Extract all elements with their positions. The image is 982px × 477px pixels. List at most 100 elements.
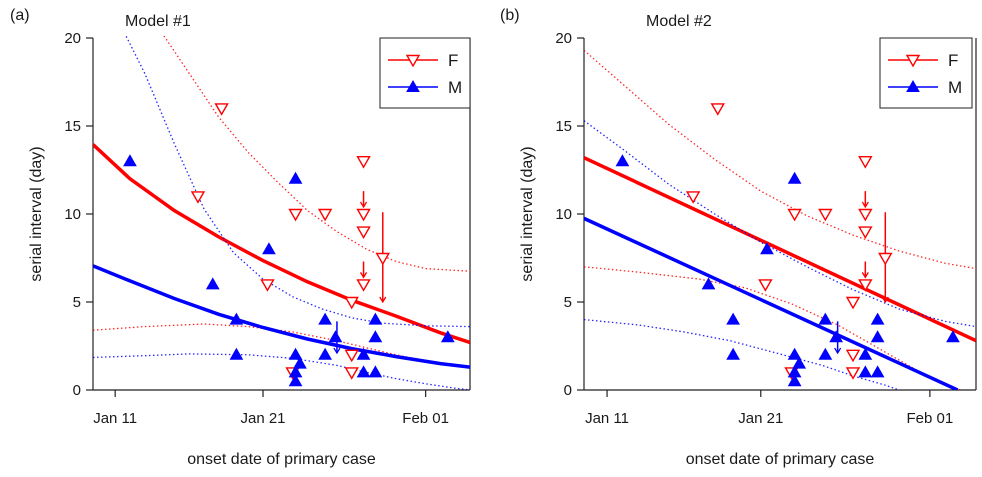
point-m [726,347,740,360]
point-f [858,279,873,292]
y-axis-title: serial interval (day) [519,146,536,281]
point-f [710,103,725,116]
point-f [356,279,371,292]
legend-label-f: F [448,51,458,70]
point-f [758,279,773,292]
legend-marker-m [406,79,420,92]
point-f [288,208,303,222]
point-f [375,252,390,266]
point-m [787,347,802,360]
point-m [870,312,885,325]
x-axis-title: onset date of primary case [686,451,875,468]
y-tick-label: 0 [73,382,81,399]
point-m [318,347,332,360]
arrow-head-m [333,347,341,355]
plot-area [93,36,470,390]
point-m [760,242,774,255]
point-f [845,296,861,310]
point-m [288,171,303,184]
x-tick-label: Jan 21 [738,410,783,427]
point-m [787,374,802,387]
point-m [262,242,276,255]
point-f [858,226,873,240]
point-m [356,347,371,360]
ci-upper-m [125,36,470,328]
arrow-head-f [861,272,869,279]
arrow-head-f [359,201,368,209]
x-tick-label: Jan 11 [585,410,629,427]
point-m [288,347,303,360]
point-m [328,330,343,343]
point-m [229,347,244,360]
point-f [845,367,861,380]
point-m [829,330,843,343]
legend: FM [879,37,973,109]
point-m [858,347,873,360]
point-m [701,277,716,290]
fit-line-m [93,264,470,369]
point-m [293,356,307,369]
arrow-head-f [359,272,368,279]
point-f [356,208,371,222]
fit-line-m [584,216,959,390]
y-tick-label: 5 [73,294,81,311]
point-f [818,208,833,222]
fit-line-f [584,156,976,343]
ci-upper-f [584,49,976,270]
point-m [615,154,630,167]
point-f [260,279,275,292]
legend-marker-f [405,54,421,68]
point-f [685,191,701,204]
point-m [368,365,383,378]
fit-line-f [93,143,470,345]
y-axis-title: serial interval (day) [28,146,45,281]
point-m [787,171,802,184]
point-m [792,356,807,369]
arrow-head-f [861,201,869,209]
y-tick-label: 15 [64,118,81,135]
point-m [288,374,303,387]
point-f [317,208,333,222]
legend-box [879,37,973,109]
point-m [440,330,455,343]
arrow-head-f [881,296,889,304]
point-m [205,277,220,290]
ci-upper-f [163,36,470,272]
x-tick-label: Feb 01 [907,410,954,427]
legend: FM [379,37,471,109]
point-m [356,365,371,378]
point-m [318,312,332,325]
y-tick-label: 5 [564,294,572,311]
ci-lower-f [584,266,961,390]
legend-label-m: M [948,78,962,97]
ci-lower-m [93,353,470,390]
legend-label-m: M [448,78,462,97]
plot-area [584,49,976,390]
point-m [818,347,833,360]
point-f [344,349,359,363]
point-f [214,103,229,116]
x-axis-title: onset date of primary case [187,451,376,468]
legend-box [379,37,471,109]
y-tick-label: 20 [64,30,81,47]
x-tick-label: Jan 11 [93,410,137,427]
arrow-head-m [834,347,842,355]
point-f [878,252,893,266]
point-f [344,367,359,380]
panel-1: (a) Model #1 0 5 10 15 20 Jan 11 Jan 21 Feb 01 ons… [10,7,471,468]
point-m [368,330,383,343]
point-m [368,312,383,325]
x-tick-label: Jan 21 [240,410,285,427]
point-f [356,156,371,169]
y-tick-label: 15 [555,118,572,135]
ci-upper-m [584,120,976,328]
y-tick-label: 10 [555,206,572,223]
arrow-head-f [379,296,387,304]
point-m [858,365,873,378]
panel-2: (b) Model #2 0 5 10 15 20 Jan 11 Jan 21 Feb 01 ons… [500,7,977,468]
point-m [818,312,833,325]
legend-label-f: F [948,51,958,70]
ci-lower-m [584,318,900,390]
point-f [845,349,861,363]
